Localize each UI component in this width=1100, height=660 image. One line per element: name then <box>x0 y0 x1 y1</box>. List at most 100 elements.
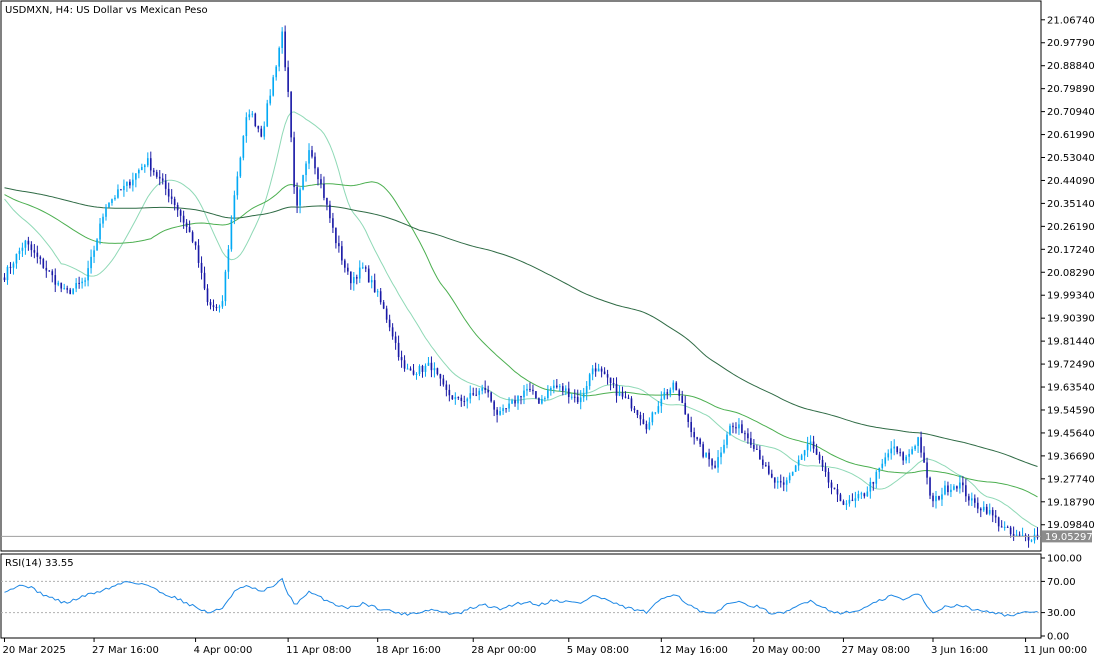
candle <box>54 268 57 293</box>
candle <box>520 395 522 405</box>
candle <box>591 365 594 381</box>
candle-body <box>723 444 725 453</box>
rsi-line <box>4 577 1038 617</box>
candle <box>15 253 18 269</box>
candle-body <box>923 452 925 463</box>
candle-body <box>570 396 573 398</box>
candle <box>842 499 845 506</box>
candle-body <box>944 485 946 495</box>
candle-body <box>890 448 893 454</box>
candle <box>714 460 716 469</box>
candle <box>615 377 618 403</box>
candle <box>890 441 893 460</box>
candle-body <box>302 175 304 190</box>
candle <box>436 367 439 376</box>
candle-body <box>815 448 818 455</box>
candle-body <box>779 481 782 483</box>
candle-body <box>848 499 851 504</box>
candle <box>39 255 42 265</box>
candle <box>496 407 498 423</box>
candle-body <box>618 392 621 396</box>
candle-body <box>988 510 991 514</box>
candle-body <box>979 508 982 511</box>
candle-body <box>735 427 737 429</box>
candle-body <box>594 368 597 372</box>
candle <box>311 145 313 159</box>
candle <box>824 462 827 477</box>
candle-body <box>185 222 188 227</box>
candle-body <box>281 31 283 48</box>
candle <box>233 190 236 225</box>
candle-body <box>851 499 854 501</box>
candle <box>63 283 66 290</box>
time-tick-label: 27 Mar 16:00 <box>92 645 159 656</box>
candle <box>567 381 570 404</box>
candle <box>385 305 388 323</box>
candle-body <box>397 342 400 358</box>
candle <box>466 397 469 409</box>
candle-body <box>57 282 60 285</box>
candle-body <box>1006 526 1009 528</box>
candle <box>511 398 513 405</box>
candle <box>1012 526 1015 541</box>
candle-body <box>558 386 561 388</box>
candle-body <box>935 496 937 502</box>
candle <box>812 435 815 453</box>
candle <box>773 477 776 489</box>
price-tick-label: 20.44090 <box>1047 176 1095 187</box>
candle <box>893 439 896 456</box>
price-tick-label: 19.81440 <box>1047 337 1095 348</box>
candle <box>308 143 310 170</box>
candle-body <box>785 480 788 485</box>
candle <box>785 477 788 492</box>
candle <box>985 503 988 515</box>
candle <box>105 204 107 221</box>
price-tick-label: 20.97790 <box>1047 38 1095 49</box>
candle-body <box>836 489 839 495</box>
candle-body <box>812 441 815 449</box>
candle-body <box>51 271 54 276</box>
candle-body <box>845 503 848 505</box>
candle <box>747 428 749 444</box>
candle <box>517 395 519 410</box>
candle-body <box>690 421 692 433</box>
candle <box>251 110 254 118</box>
candle <box>827 468 830 489</box>
candle-body <box>496 409 498 415</box>
candle <box>317 166 319 186</box>
time-tick-label: 3 Jun 16:00 <box>931 645 988 656</box>
candle <box>956 485 958 492</box>
candle <box>430 356 433 378</box>
candle-body <box>114 197 116 200</box>
candle-body <box>764 465 767 467</box>
candle-body <box>27 240 30 245</box>
candle <box>702 441 704 459</box>
candle <box>932 492 934 508</box>
candle-body <box>24 240 27 248</box>
candle-body <box>666 392 669 394</box>
candle-body <box>179 210 182 216</box>
candle-body <box>293 137 295 188</box>
candle-body <box>553 385 555 389</box>
candle <box>230 215 233 252</box>
candle-body <box>606 374 609 378</box>
candle-body <box>926 462 928 478</box>
candle <box>427 356 430 366</box>
candle <box>9 262 12 274</box>
candle <box>475 387 478 397</box>
candle <box>400 350 403 368</box>
candle <box>203 266 206 291</box>
candle-body <box>66 288 69 290</box>
candle-body <box>12 263 15 268</box>
candle-body <box>6 266 9 281</box>
candle <box>138 168 140 179</box>
candle <box>947 481 949 496</box>
candle-body <box>899 452 901 454</box>
candle-body <box>547 390 549 399</box>
candle <box>911 446 913 455</box>
candle <box>379 287 382 305</box>
candle-body <box>941 494 943 500</box>
time-tick-label: 11 Jun 00:00 <box>1024 645 1088 656</box>
candle-body <box>361 267 364 269</box>
candle <box>973 494 976 508</box>
